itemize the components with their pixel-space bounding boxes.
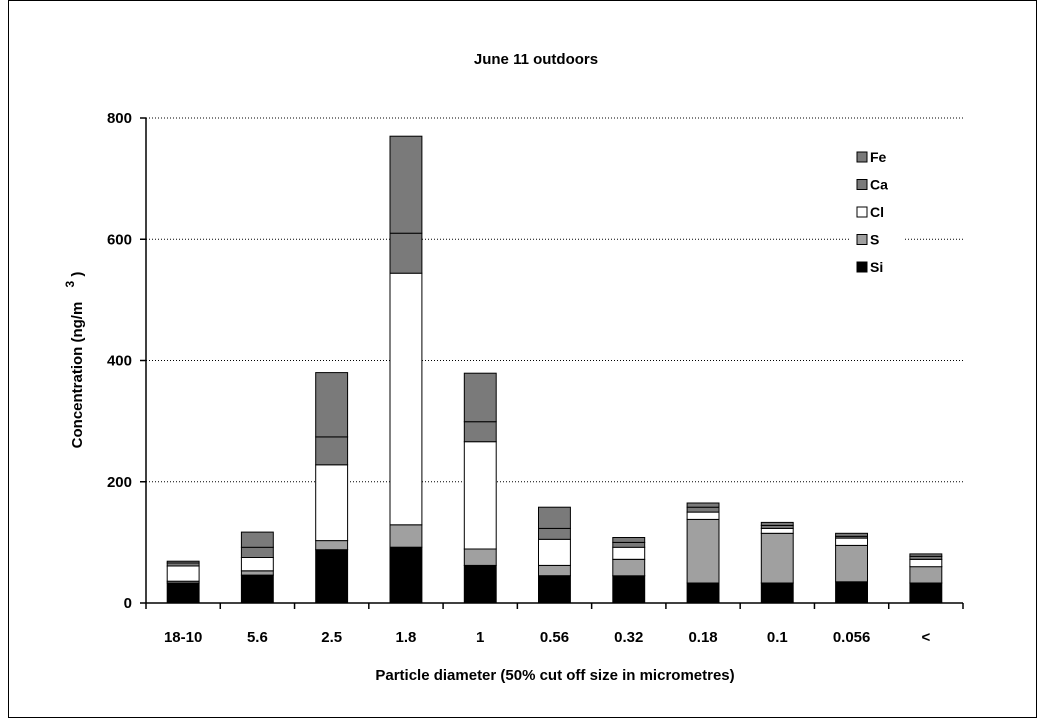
x-tick-label: 5.6 [247, 629, 268, 646]
x-tick-label: 1 [476, 629, 484, 646]
bar-si-8 [760, 582, 794, 604]
bars [166, 135, 943, 604]
bar-fe-4 [463, 372, 497, 423]
bar-s-9 [835, 544, 868, 583]
legend: Fe Ca Cl S Si [850, 145, 905, 291]
legend-swatch-ca [856, 179, 868, 190]
legend-swatch-fe [856, 151, 868, 163]
bar-ca-7 [686, 506, 720, 513]
bar-si-9 [835, 581, 868, 604]
bar-s-6 [612, 558, 646, 577]
bar-cl-0 [166, 565, 200, 582]
legend-swatch-s [856, 234, 868, 245]
bar-fe-9 [835, 532, 868, 537]
bar-cl-6 [612, 546, 646, 560]
bar-s-10 [909, 566, 943, 584]
bar-s-8 [760, 532, 794, 584]
bar-cl-9 [835, 537, 868, 546]
bar-fe-8 [760, 521, 794, 526]
bar-ca-6 [612, 541, 646, 548]
bar-s-1 [240, 570, 274, 576]
bar-cl-10 [909, 558, 943, 568]
x-tick-label: 18-10 [164, 629, 202, 646]
bar-cl-8 [760, 527, 794, 534]
bar-ca-5 [538, 527, 571, 540]
bar-s-2 [315, 540, 349, 551]
legend-label-fe: Fe [870, 149, 887, 165]
bar-si-7 [686, 582, 720, 604]
y-axis-title-group: Concentration (ng/m 3 ) [61, 272, 86, 449]
x-tick-label: 0.1 [767, 629, 788, 646]
legend-label-cl: Cl [870, 204, 884, 220]
legend-label-si: Si [870, 259, 883, 275]
bar-ca-3 [389, 232, 423, 274]
bar-s-5 [538, 564, 571, 577]
bar-ca-1 [240, 546, 274, 559]
bar-fe-1 [240, 531, 274, 548]
x-tick-label: < [921, 629, 930, 646]
bar-cl-7 [686, 511, 720, 520]
bar-cl-1 [240, 557, 274, 572]
bar-fe-6 [612, 537, 646, 543]
bar-si-10 [909, 582, 943, 604]
bar-si-0 [166, 582, 200, 604]
bar-si-5 [538, 575, 571, 604]
bar-fe-3 [389, 135, 423, 234]
chart-title: June 11 outdoors [474, 51, 598, 68]
bar-cl-2 [315, 464, 349, 542]
x-axis-title: Particle diameter (50% cut off size in m… [375, 667, 734, 684]
bar-cl-5 [538, 538, 571, 566]
legend-label-ca: Ca [870, 177, 888, 193]
gridlines [146, 117, 963, 483]
axes [140, 117, 964, 609]
x-tick-label: 1.8 [396, 629, 417, 646]
legend-swatch-si [856, 261, 868, 273]
bar-si-1 [240, 574, 274, 604]
y-tick-label: 600 [107, 231, 132, 248]
bar-si-4 [463, 564, 497, 604]
bar-si-6 [612, 575, 646, 604]
svg-text:Concentration (ng/m 3: Concentration (ng/m 3 ) [61, 272, 86, 449]
bar-si-2 [315, 549, 349, 604]
bar-fe-7 [686, 502, 720, 508]
bar-fe-10 [909, 553, 943, 557]
bar-fe-5 [538, 506, 571, 529]
bar-si-3 [389, 546, 423, 604]
bar-cl-4 [463, 441, 497, 550]
bar-cl-3 [389, 272, 423, 526]
x-tick-label: 0.18 [688, 629, 717, 646]
y-tick-label: 800 [107, 110, 132, 127]
bar-s-4 [463, 548, 497, 566]
x-tick-label: 0.32 [614, 629, 643, 646]
y-tick-label: 0 [124, 595, 132, 612]
bar-ca-2 [315, 436, 349, 466]
y-tick-label: 200 [107, 474, 132, 491]
x-tick-label: 0.056 [833, 629, 871, 646]
bar-fe-0 [166, 560, 200, 564]
bar-fe-2 [315, 372, 349, 438]
y-axis-title: Concentration (ng/m [69, 302, 86, 449]
y-tick-label: 400 [107, 353, 132, 370]
legend-label-s: S [870, 232, 879, 248]
y-tick-labels: 0 200 400 600 800 [107, 110, 132, 612]
bar-ca-4 [463, 421, 497, 443]
x-tick-labels: 18-10 5.6 2.5 1.8 1 0.56 0.32 0.18 0.1 0.056 < [164, 629, 931, 646]
y-axis-title-superscript: 3 [63, 281, 77, 288]
legend-swatch-cl [856, 206, 868, 218]
bar-s-3 [389, 524, 423, 548]
y-axis-title-close: ) [69, 272, 86, 277]
bar-s-7 [686, 518, 720, 584]
x-tick-label: 0.56 [540, 629, 569, 646]
x-tick-label: 2.5 [321, 629, 342, 646]
